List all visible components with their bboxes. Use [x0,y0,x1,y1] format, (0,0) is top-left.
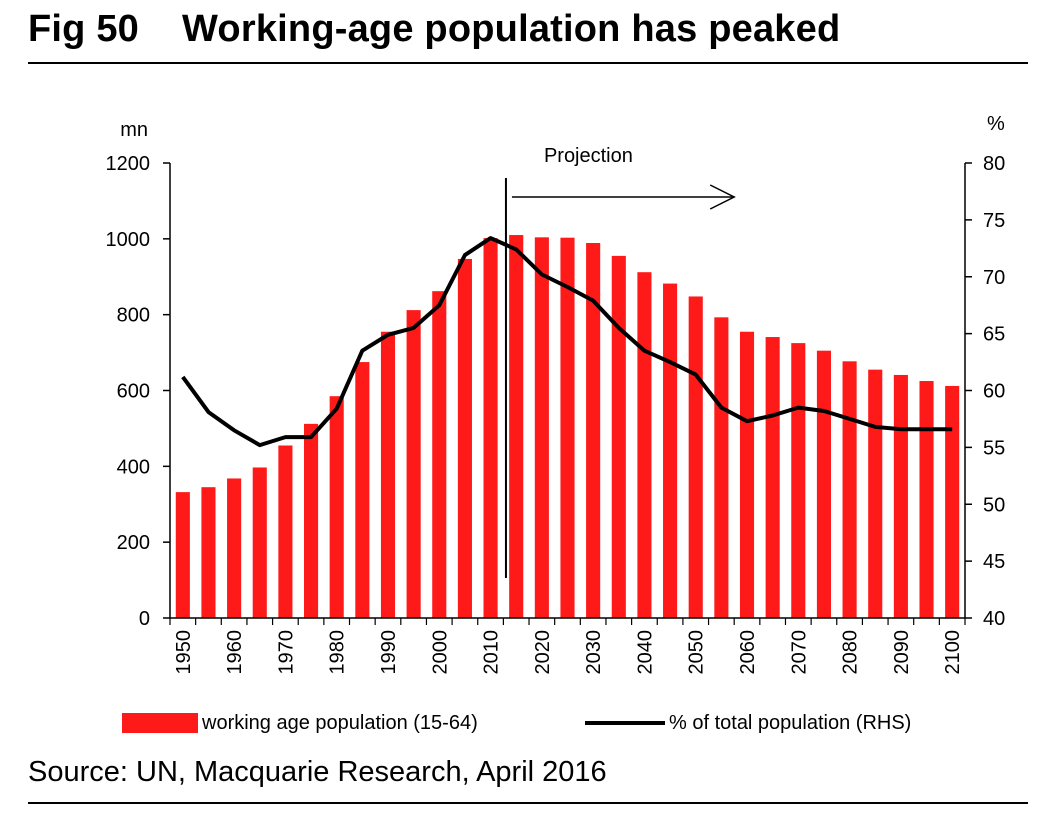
title-rule [28,62,1028,64]
right-tick-label-70: 70 [983,267,1005,289]
bar-2015 [509,235,524,618]
left-tick-label-1200: 1200 [106,153,151,175]
right-tick-label-75: 75 [983,210,1005,232]
bar-2035 [611,255,626,619]
bar-1960 [227,478,242,618]
legend-item-bars: working age population (15-64) [122,708,478,738]
x-tick-label-2020: 2020 [532,630,554,675]
bar-2025 [560,237,575,618]
bar-2055 [714,317,729,618]
x-tick-label-2010: 2010 [481,630,503,675]
bar-2040 [637,272,652,618]
x-tick-label-1960: 1960 [224,630,246,675]
legend-bar-label: working age population (15-64) [202,711,478,734]
x-tick-label-2060: 2060 [737,630,759,675]
x-tick-label-2080: 2080 [840,630,862,675]
bottom-rule [28,802,1028,804]
legend-item-line: % of total population (RHS) [585,708,911,738]
right-tick-label-80: 80 [983,153,1005,175]
bar-2050 [688,296,703,618]
chart: 0 200 400 600 800 1000 1200 mn 40 45 50 55 60 65 70 75 8… [106,113,1006,675]
x-tick-label-2100: 2100 [942,630,964,675]
bar-1985 [355,362,370,618]
legend-line-swatch [585,721,665,725]
left-tick-label-0: 0 [139,608,150,630]
left-axis-unit: mn [120,119,148,141]
legend-bar-swatch [122,713,198,733]
legend-line-label: % of total population (RHS) [669,711,912,734]
bar-2010 [483,238,498,618]
projection-arrow-head [709,184,736,210]
source-note: Source: UN, Macquarie Research, April 20… [28,756,607,788]
bar-2085 [868,369,883,618]
bar-2090 [893,374,908,618]
x-tick-label-1980: 1980 [327,630,349,675]
bar-1980 [329,396,344,618]
x-tick-label-2040: 2040 [634,630,656,675]
bar-2075 [816,350,832,618]
bar-2030 [586,243,601,619]
x-tick-label-1950: 1950 [173,630,195,675]
bar-1950 [175,492,190,618]
right-tick-label-50: 50 [983,494,1005,516]
pct-total-line [181,236,953,448]
x-tick-label-1970: 1970 [275,630,297,675]
figure-title: Fig 50 Working-age population has peaked [28,8,841,50]
projection-label: Projection [544,145,633,167]
bar-1995 [406,310,421,618]
right-tick-label-45: 45 [983,551,1005,573]
x-tick-label-2050: 2050 [686,630,708,675]
bar-2095 [919,381,934,618]
bar-2080 [842,361,857,618]
bar-2060 [739,331,755,618]
right-tick-label-40: 40 [983,608,1005,630]
bar-1975 [303,423,319,618]
left-tick-label-400: 400 [117,456,150,478]
bar-1970 [278,445,293,618]
x-tick-label-1990: 1990 [378,630,400,675]
right-tick-label-65: 65 [983,324,1005,346]
right-tick-label-55: 55 [983,437,1005,459]
bar-2070 [791,343,806,618]
x-tick-label-2030: 2030 [583,630,605,675]
x-tick-label-2070: 2070 [788,630,810,675]
x-tick-label-2090: 2090 [891,630,913,675]
left-tick-label-600: 600 [117,381,150,403]
bar-1990 [380,331,396,618]
left-tick-label-800: 800 [117,305,150,327]
bar-1955 [201,487,216,618]
right-axis-unit: % [987,113,1005,135]
left-tick-label-200: 200 [117,532,150,554]
bar-2005 [457,258,472,618]
bar-1965 [252,467,267,618]
x-tick-label-2000: 2000 [429,630,451,675]
bar-2020 [534,237,549,619]
bar-2065 [765,337,780,618]
bar-2000 [432,291,447,618]
bar-2100 [945,385,960,618]
left-tick-label-1000: 1000 [106,229,151,251]
right-tick-label-60: 60 [983,381,1005,403]
bar-2045 [663,283,678,618]
